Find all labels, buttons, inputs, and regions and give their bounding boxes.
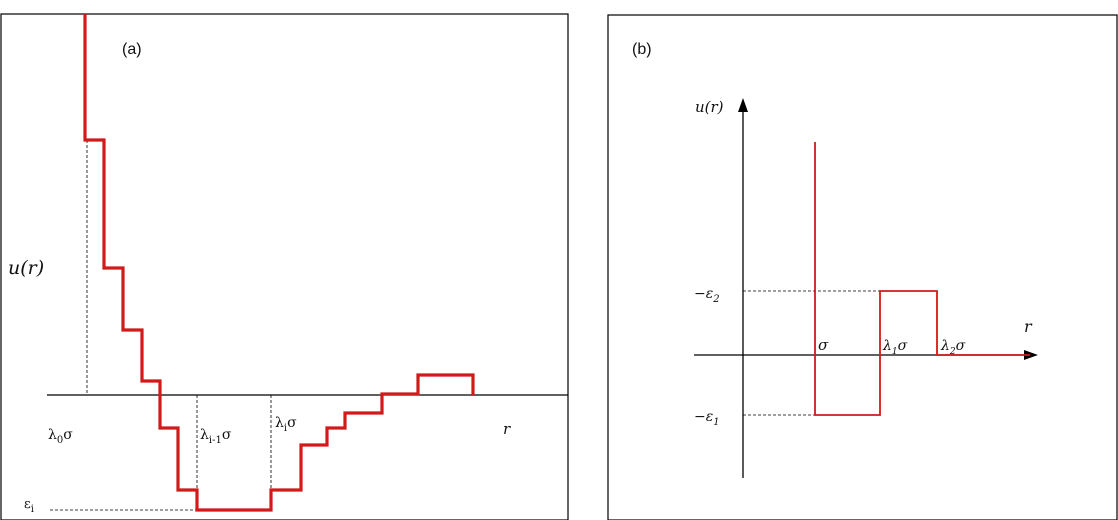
panel-a-ylabel: u(r)	[8, 257, 44, 279]
panel-b-tag: (b)	[632, 41, 652, 58]
panel-b: (b) u(r) r −ε2 −ε1 σ λ1σ λ2σ	[607, 14, 1118, 520]
panel-b-ylabel: u(r)	[695, 98, 724, 116]
panel-b-eps1-label: −ε1	[694, 409, 720, 428]
panel-b-xlabel: r	[1024, 317, 1033, 336]
panel-b-eps2-label: −ε2	[694, 286, 720, 305]
panel-a-lambda-i-label: λiσ	[275, 415, 297, 434]
panel-a-frame	[0, 13, 569, 520]
panel-b-frame	[607, 14, 1118, 520]
panel-b-x-arrow	[1024, 350, 1038, 360]
panel-b-lambda2-label: λ2σ	[940, 338, 966, 357]
panel-b-sigma-label: σ	[818, 336, 829, 354]
panel-a-xlabel: r	[503, 420, 511, 438]
panel-b-y-arrow	[738, 98, 748, 112]
panel-a-tag: (a)	[122, 41, 142, 58]
panel-a-step-potential	[83, 14, 475, 512]
panel-a-eps-label: εi	[24, 497, 34, 515]
panel-b-well-potential	[814, 142, 1030, 416]
panel-a-lambda0-label: λ0σ	[48, 427, 73, 446]
panel-a: (a) u(r) λ0σ λi-1σ λiσ r εi	[0, 13, 569, 520]
panel-b-lambda1-label: λ1σ	[882, 338, 908, 357]
panel-a-lambda-i1-label: λi-1σ	[200, 427, 232, 446]
